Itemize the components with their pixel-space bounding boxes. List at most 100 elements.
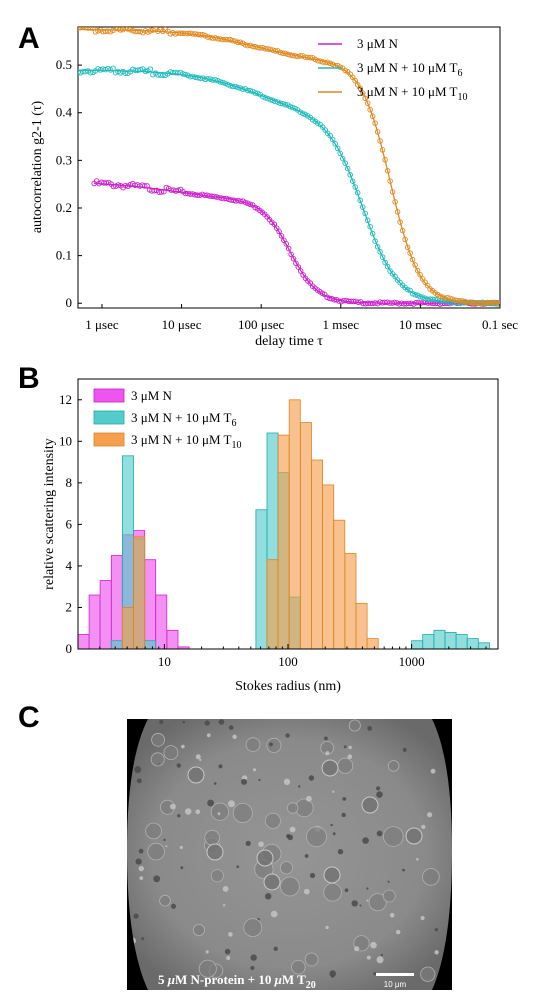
droplet [205, 830, 220, 845]
droplet [177, 763, 181, 767]
droplet [164, 746, 178, 760]
droplet [258, 779, 260, 781]
droplet [232, 735, 236, 739]
droplet [306, 796, 312, 802]
droplet [383, 827, 403, 847]
droplet [352, 900, 358, 906]
droplet [271, 911, 278, 918]
x-axis-label-b: Stokes radius (nm) [235, 679, 341, 694]
droplet [310, 873, 315, 878]
x-tick-label: 1 msec [323, 317, 360, 332]
droplet [267, 738, 281, 752]
x-tick-label: 1000 [399, 654, 425, 669]
y-tick-label: 0.5 [56, 57, 72, 72]
histogram-bar [145, 641, 156, 649]
droplet [211, 803, 228, 820]
x-tick-label: 100 [278, 654, 298, 669]
droplet [207, 733, 211, 737]
droplet [280, 877, 299, 896]
histogram-bar [111, 641, 122, 649]
droplet [139, 876, 143, 880]
y-tick-label: 0.1 [56, 248, 72, 263]
histogram-bar [289, 400, 300, 649]
histogram-bar [345, 554, 356, 650]
histogram-bar [145, 560, 156, 649]
histogram-bar [434, 630, 445, 649]
droplet [229, 725, 234, 730]
droplet [165, 845, 167, 847]
droplet [199, 759, 201, 761]
droplet [377, 831, 383, 837]
microscopy-image: 5 μM N-protein + 10 μM T20 10 μm [127, 719, 452, 991]
droplet [137, 778, 142, 783]
scale-bar [376, 973, 414, 976]
histogram-bar [78, 635, 89, 650]
legend-swatch [94, 433, 124, 446]
histogram-bar [423, 635, 434, 650]
droplet [246, 738, 260, 752]
droplet [193, 924, 204, 935]
x-axis-label-a: delay time τ [255, 334, 323, 349]
droplet [434, 950, 438, 954]
droplet [183, 721, 185, 723]
droplet [349, 720, 360, 731]
droplet [141, 937, 144, 940]
y-tick-label: 4 [66, 558, 73, 573]
legend-entry: 3 μM N [357, 36, 399, 51]
droplet [205, 720, 210, 725]
droplet [367, 726, 372, 731]
droplet [366, 899, 368, 901]
histogram-bar [267, 560, 278, 649]
droplet [322, 760, 338, 776]
droplet [342, 797, 346, 801]
droplet [342, 813, 346, 817]
droplet [348, 754, 353, 759]
droplet [246, 841, 251, 846]
droplet [258, 841, 264, 847]
y-tick-label: 10 [59, 433, 72, 448]
histogram-bar [256, 510, 267, 649]
droplet [396, 930, 400, 934]
droplet [228, 932, 233, 937]
droplet [171, 904, 176, 909]
droplet [324, 867, 340, 883]
y-axis-label-b: relative scattering intensity [42, 438, 57, 590]
droplet [265, 813, 280, 828]
droplet [196, 754, 201, 759]
droplet [223, 886, 229, 892]
y-tick-label: 0.2 [56, 200, 72, 215]
droplet [151, 753, 164, 766]
y-tick-label: 0.3 [56, 152, 72, 167]
histogram-bar [334, 520, 345, 649]
legend-b: 3 μM N3 μM N + 10 μM T63 μM N + 10 μM T1… [94, 388, 241, 451]
droplet [431, 769, 436, 774]
droplet [223, 904, 225, 906]
droplet [290, 827, 296, 833]
histogram-bar [478, 643, 489, 649]
droplet [285, 733, 289, 737]
droplet [324, 883, 342, 901]
y-axis-label-a: autocorrelation g2-1 (τ) [30, 100, 45, 233]
histogram-bar [100, 581, 111, 650]
droplet [338, 849, 343, 854]
autocorrelation-chart: 1 μsec 10 μsec 100 μsec 1 msec 10 msec 0.1 se… [30, 25, 518, 349]
panel-label-b: B [18, 362, 40, 395]
y-tick-label: 8 [66, 475, 73, 490]
droplet [338, 758, 353, 773]
histogram-bar [367, 639, 378, 649]
legend-swatch [94, 389, 124, 402]
droplet [228, 800, 235, 807]
droplet [366, 887, 368, 889]
droplet [139, 849, 144, 854]
droplet [403, 748, 407, 752]
histogram-bar [356, 603, 367, 649]
droplet [251, 954, 257, 960]
droplet [307, 827, 327, 847]
droplet [180, 846, 183, 849]
fit-line [94, 184, 500, 304]
droplet [287, 835, 293, 841]
droplet [226, 956, 230, 960]
droplet [332, 791, 334, 793]
legend-entry: 3 μM N + 10 μM T6 [131, 410, 236, 429]
droplet [348, 746, 351, 749]
